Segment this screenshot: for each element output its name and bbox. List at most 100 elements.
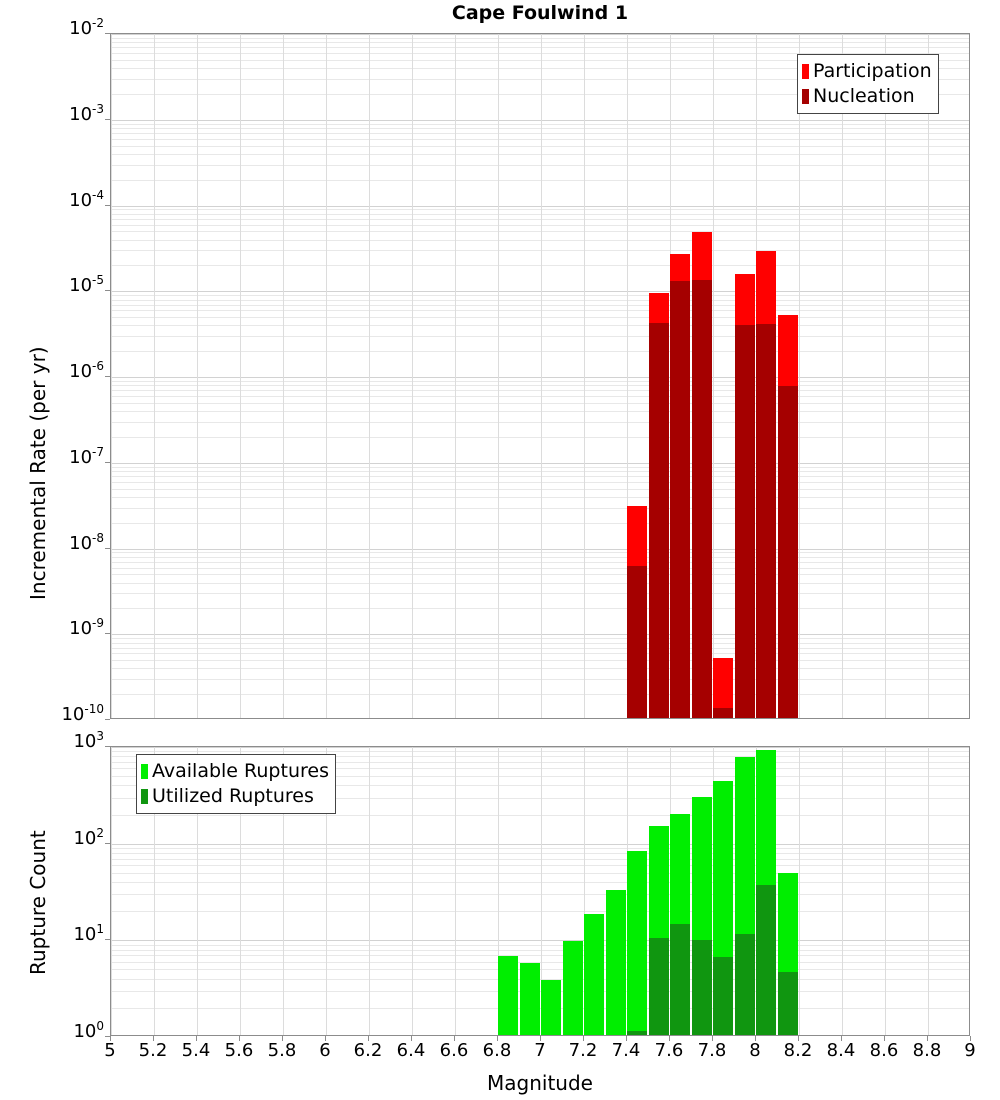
- bar-group: [777, 34, 798, 718]
- y-tick-label: 101: [73, 922, 104, 946]
- bar-segment-front: [627, 565, 648, 718]
- x-tick-label: 9: [964, 1040, 976, 1061]
- y-tick-mark: [105, 33, 110, 34]
- y-tick-mark: [105, 746, 110, 747]
- x-tick-label: 6: [319, 1040, 331, 1061]
- y-tick-mark: [105, 548, 110, 549]
- y-tick-label: 10-9: [69, 616, 104, 640]
- y-tick-mark: [105, 376, 110, 377]
- bar-segment-back: [541, 980, 562, 1035]
- x-tick-mark: [927, 1036, 928, 1041]
- bar-segment-back: [605, 889, 626, 1035]
- y-tick-mark: [105, 633, 110, 634]
- x-tick-mark: [325, 1036, 326, 1041]
- top-legend: Participation Nucleation: [797, 54, 939, 114]
- y-tick-label: 10-3: [69, 101, 104, 125]
- y-tick-label: 10-10: [61, 702, 104, 725]
- bottom-y-axis-title: Rupture Count: [26, 830, 50, 975]
- participation-swatch-icon: [802, 64, 809, 79]
- bar-group: [670, 747, 691, 1035]
- bar-group: [756, 34, 777, 718]
- bar-group: [562, 747, 583, 1035]
- x-tick-mark: [368, 1036, 369, 1041]
- x-tick-mark: [540, 1036, 541, 1041]
- legend-item-nucleation[interactable]: Nucleation: [802, 84, 932, 109]
- bar-group: [756, 747, 777, 1035]
- bar-segment-front: [756, 884, 777, 1035]
- legend-label-nucleation: Nucleation: [813, 85, 915, 107]
- available-ruptures-swatch-icon: [141, 764, 148, 779]
- bar-group: [734, 34, 755, 718]
- legend-item-available-ruptures[interactable]: Available Ruptures: [141, 759, 329, 784]
- y-tick-label: 10-4: [69, 187, 104, 211]
- y-tick-mark: [105, 939, 110, 940]
- x-tick-label: 8.2: [783, 1040, 813, 1061]
- x-tick-mark: [411, 1036, 412, 1041]
- x-tick-mark: [454, 1036, 455, 1041]
- page-title: Cape Foulwind 1: [451, 2, 629, 24]
- x-tick-label: 7.2: [568, 1040, 598, 1061]
- x-tick-label: 5.8: [267, 1040, 297, 1061]
- bar-segment-front: [691, 940, 712, 1035]
- bar-segment-back: [713, 658, 734, 718]
- top-bars: [111, 34, 969, 718]
- y-tick-mark: [105, 719, 110, 720]
- incremental-rate-plot: [110, 33, 970, 719]
- x-tick-mark: [884, 1036, 885, 1041]
- x-tick-mark: [970, 1036, 971, 1041]
- bar-segment-front: [734, 325, 755, 718]
- y-tick-label: 10-5: [69, 273, 104, 297]
- x-tick-mark: [110, 1036, 111, 1041]
- x-tick-mark: [583, 1036, 584, 1041]
- bottom-bars: [111, 747, 969, 1035]
- y-tick-mark: [105, 843, 110, 844]
- nucleation-swatch-icon: [802, 89, 809, 104]
- bar-group: [541, 747, 562, 1035]
- bar-segment-back: [562, 940, 583, 1035]
- x-tick-mark: [153, 1036, 154, 1041]
- x-tick-mark: [282, 1036, 283, 1041]
- legend-label-available-ruptures: Available Ruptures: [152, 760, 329, 782]
- bar-segment-front: [713, 708, 734, 718]
- legend-item-utilized-ruptures[interactable]: Utilized Ruptures: [141, 784, 329, 809]
- bar-group: [691, 747, 712, 1035]
- x-tick-mark: [712, 1036, 713, 1041]
- y-tick-label: 103: [73, 729, 104, 752]
- bar-group: [670, 34, 691, 718]
- y-tick-label: 102: [73, 825, 104, 849]
- bar-segment-back: [498, 956, 519, 1035]
- bar-segment-front: [734, 934, 755, 1035]
- bar-segment-front: [648, 323, 669, 718]
- bar-group: [734, 747, 755, 1035]
- bar-group: [584, 747, 605, 1035]
- x-tick-label: 5: [104, 1040, 116, 1061]
- x-axis-title: Magnitude: [487, 1071, 593, 1095]
- x-tick-label: 6.8: [482, 1040, 512, 1061]
- y-tick-label: 10-7: [69, 444, 104, 468]
- bar-segment-back: [519, 962, 540, 1035]
- x-tick-mark: [798, 1036, 799, 1041]
- x-tick-label: 8.4: [826, 1040, 856, 1061]
- x-tick-mark: [755, 1036, 756, 1041]
- bar-group: [648, 34, 669, 718]
- legend-label-utilized-ruptures: Utilized Ruptures: [152, 785, 314, 807]
- bar-segment-back: [627, 851, 648, 1035]
- x-tick-mark: [196, 1036, 197, 1041]
- bar-group: [648, 747, 669, 1035]
- y-tick-mark: [105, 290, 110, 291]
- x-tick-mark: [626, 1036, 627, 1041]
- bar-group: [627, 34, 648, 718]
- bar-segment-front: [777, 971, 798, 1035]
- utilized-ruptures-swatch-icon: [141, 789, 148, 804]
- bar-group: [498, 747, 519, 1035]
- bar-group: [691, 34, 712, 718]
- x-tick-label: 5.6: [224, 1040, 254, 1061]
- bar-group: [777, 747, 798, 1035]
- y-tick-label: 10-8: [69, 530, 104, 554]
- x-tick-label: 6.4: [396, 1040, 426, 1061]
- x-tick-label: 6.2: [353, 1040, 383, 1061]
- legend-item-participation[interactable]: Participation: [802, 59, 932, 84]
- x-tick-label: 7: [534, 1040, 546, 1061]
- bar-segment-front: [777, 385, 798, 718]
